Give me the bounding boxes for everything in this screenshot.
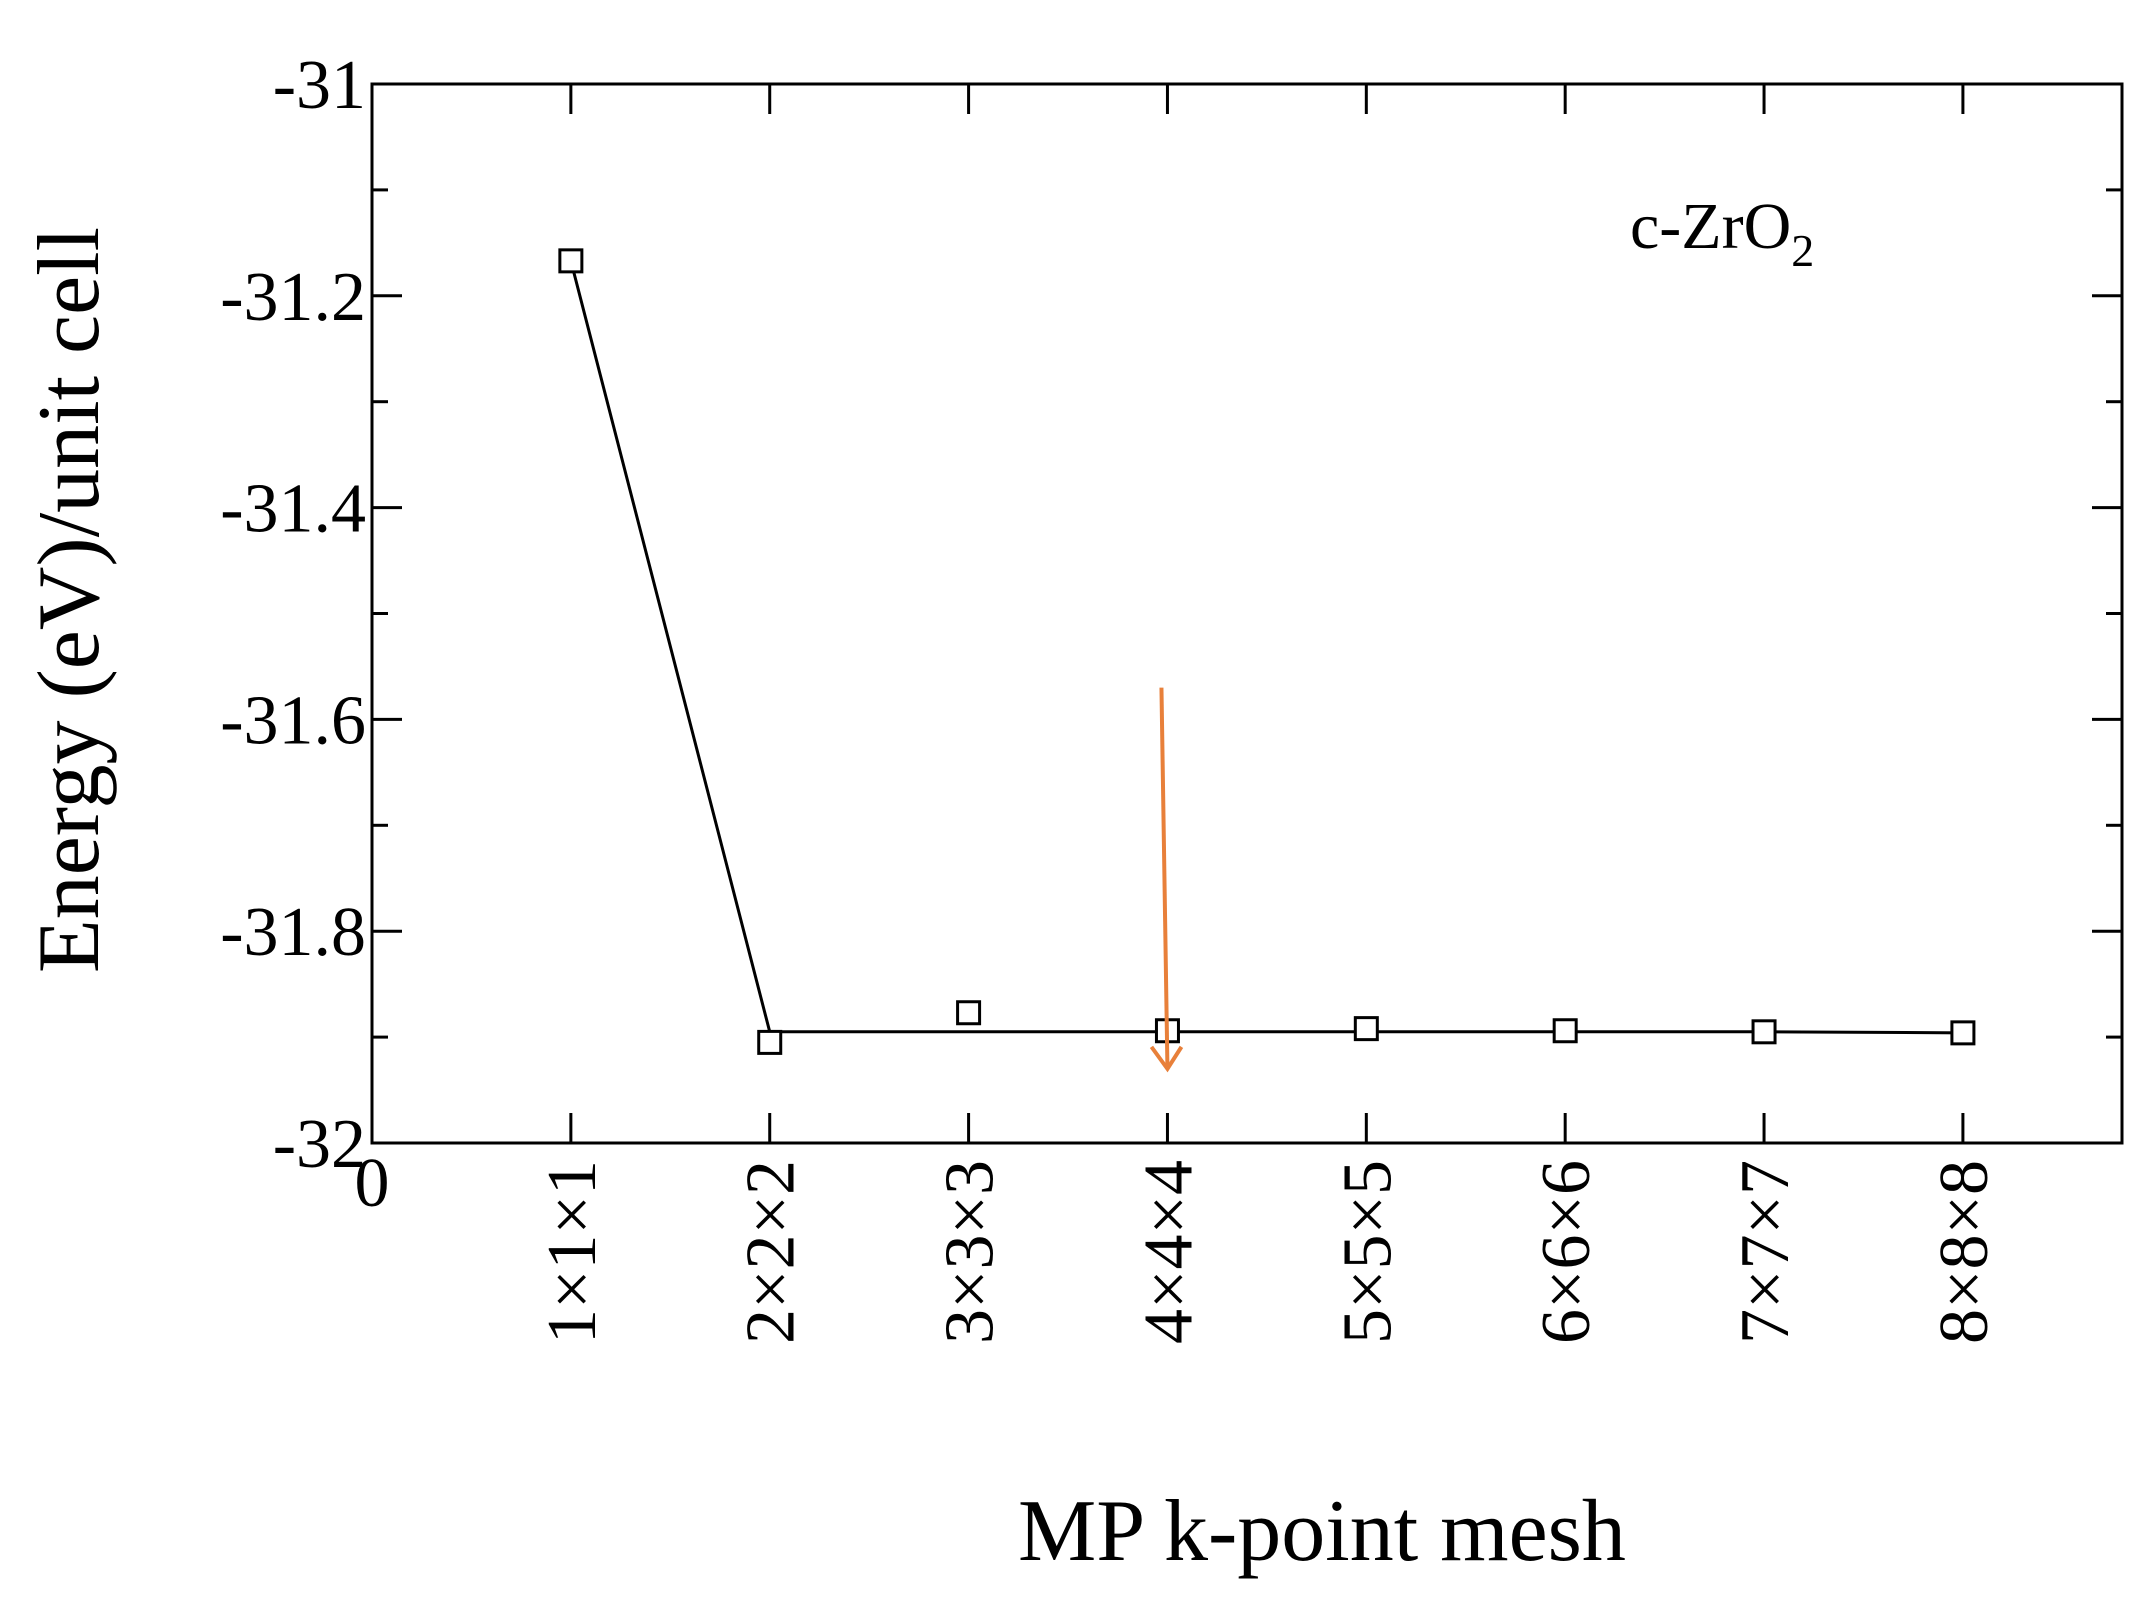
y-axis-title: Energy (eV)/unit cell [21,227,118,973]
data-point-marker [1353,1016,1379,1042]
x-origin-label: 0 [355,1145,390,1222]
series-markers [558,248,1976,1055]
y-axis-ticks: -31 -31.2 -31.4 -31.6 -31.8 -32 [220,47,2122,1183]
y-tick-label: -31.2 [220,259,366,336]
y-tick-label: -31.4 [220,471,366,548]
arrow-shaft [1159,687,1170,1069]
y-tick-label: -32 [273,1106,366,1183]
x-tick-label: 4×4×4 [1130,1160,1207,1344]
series-polyline [569,260,1963,1035]
x-tick-label: 3×3×3 [932,1160,1009,1344]
plot-border [370,82,2124,1145]
x-tick-label: 2×2×2 [733,1160,810,1344]
data-point-marker [1751,1019,1777,1045]
x-tick-label: 6×6×6 [1528,1160,1605,1344]
material-annotation: c-ZrO2 [1630,190,1814,276]
data-point-marker [558,248,584,274]
x-tick-label: 7×7×7 [1727,1160,1804,1344]
x-axis-ticks: 1×1×1 2×2×2 3×3×3 4×4×4 5×5×5 6×6×6 7×7×7 8×8×8 [534,84,2003,1344]
y-tick-label: -31.8 [220,894,366,971]
y-tick-label: -31 [273,47,366,124]
x-tick-label: 1×1×1 [534,1160,611,1344]
x-tick-label: 5×5×5 [1329,1160,1406,1344]
data-point-marker [956,1000,982,1026]
arrow-head [1149,1045,1184,1073]
plot-frame [370,82,2124,1145]
arrow-annotation [1149,687,1184,1073]
data-point-marker [1950,1020,1976,1046]
y-tick-label: -31.6 [220,682,366,759]
series-line [569,260,1963,1035]
x-axis-title: MP k-point mesh [1018,1483,1626,1580]
data-point-marker [757,1029,783,1055]
data-point-marker [1552,1018,1578,1044]
x-tick-label: 8×8×8 [1926,1160,2003,1344]
